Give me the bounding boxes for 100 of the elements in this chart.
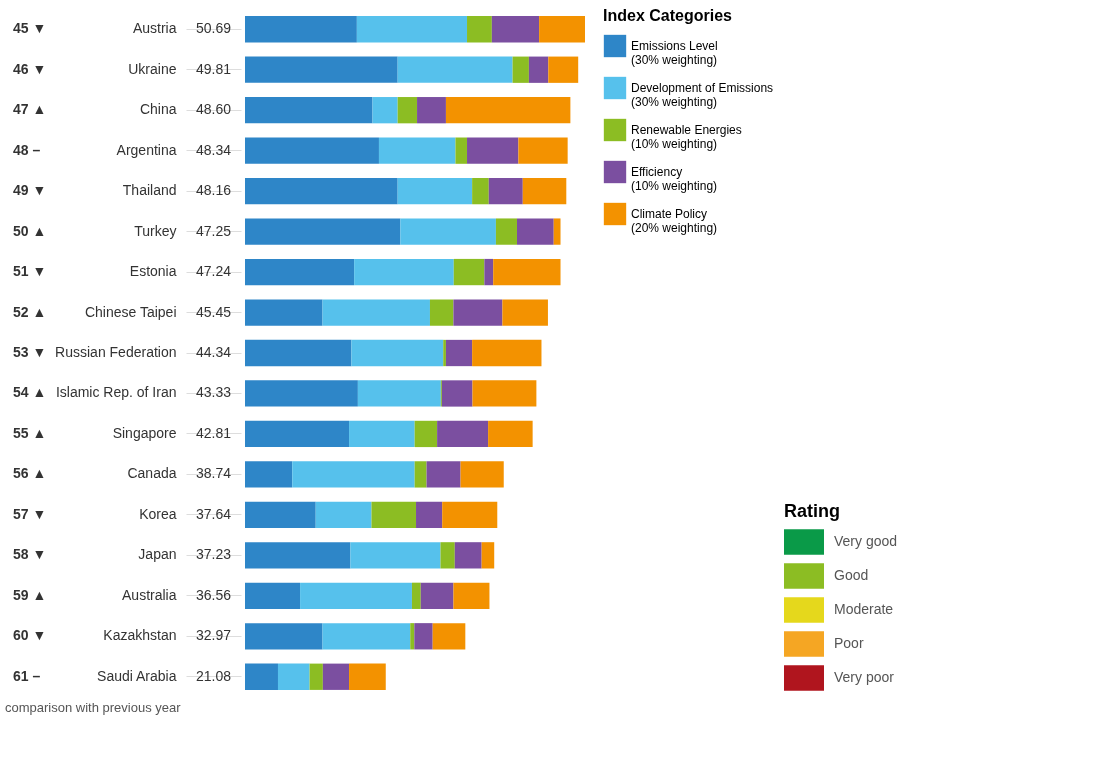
bar bbox=[315, 501, 372, 529]
text: 49 ▼ bbox=[13, 182, 47, 199]
bar bbox=[245, 258, 355, 286]
text: 50 ▲ bbox=[13, 222, 47, 239]
bar bbox=[472, 177, 489, 205]
text: 42.81 bbox=[196, 424, 232, 441]
bar bbox=[245, 582, 301, 609]
y-tick-label: Kazakhstan bbox=[103, 627, 177, 644]
text: 48.34 bbox=[196, 141, 232, 158]
bar bbox=[245, 420, 350, 448]
y-tick-label: Islamic Rep. of Iran bbox=[55, 384, 177, 401]
bar bbox=[460, 461, 504, 488]
bar bbox=[467, 137, 519, 164]
category-label: Very good bbox=[834, 533, 898, 549]
text: 38.74 bbox=[196, 465, 232, 482]
bar bbox=[300, 582, 412, 609]
bar bbox=[349, 420, 415, 448]
bar bbox=[349, 663, 386, 690]
text: 43.33 bbox=[196, 384, 232, 401]
bar bbox=[455, 137, 468, 164]
bar bbox=[553, 218, 561, 245]
text: 51 ▼ bbox=[13, 263, 47, 280]
text: 36.56 bbox=[196, 586, 232, 603]
bar bbox=[417, 97, 446, 124]
category-label: Good bbox=[834, 567, 869, 583]
y-tick-label: Canada bbox=[127, 465, 177, 482]
bar bbox=[441, 380, 473, 407]
category-label: Moderate bbox=[834, 601, 894, 617]
text: 56 ▲ bbox=[13, 465, 47, 482]
y-tick-label: Russian Federation bbox=[55, 344, 177, 360]
bar bbox=[548, 56, 579, 83]
bar bbox=[245, 137, 379, 164]
bar bbox=[484, 258, 494, 286]
text: 47 ▲ bbox=[13, 101, 47, 118]
legend-label: Renewable Energies (10% weighting) bbox=[631, 123, 742, 151]
text: 60 ▼ bbox=[13, 627, 47, 644]
y-tick-label: Austria bbox=[132, 20, 177, 37]
bar bbox=[429, 299, 454, 326]
bar bbox=[445, 339, 473, 367]
bar bbox=[410, 623, 415, 650]
text: 58 ▼ bbox=[13, 546, 47, 563]
bar bbox=[454, 542, 482, 569]
y-tick-label: Thailand bbox=[122, 182, 177, 199]
bar bbox=[443, 339, 446, 367]
y-tick-label: Singapore bbox=[112, 424, 177, 441]
text: 45.45 bbox=[196, 303, 232, 320]
bar bbox=[372, 97, 398, 124]
bar bbox=[245, 380, 358, 407]
bar bbox=[245, 97, 373, 124]
text: 44.34 bbox=[196, 344, 232, 360]
legend-title: Index Categories bbox=[603, 7, 733, 24]
legend-label: Emissions Level (30% weighting) bbox=[631, 39, 718, 67]
bar bbox=[350, 542, 441, 569]
text: 57 ▼ bbox=[13, 505, 47, 522]
bar bbox=[432, 623, 466, 650]
y-tick-label: Australia bbox=[122, 586, 177, 603]
y-tick-label: Ukraine bbox=[128, 60, 177, 77]
text: 59 ▲ bbox=[13, 586, 47, 603]
bar bbox=[397, 177, 473, 205]
text: 46 ▼ bbox=[13, 60, 47, 77]
text: 45 ▼ bbox=[13, 20, 47, 37]
text: 49.81 bbox=[196, 60, 232, 77]
bar bbox=[440, 542, 455, 569]
bar bbox=[245, 299, 323, 326]
y-tick-label: Estonia bbox=[129, 263, 177, 280]
bar bbox=[442, 501, 498, 529]
text: 53 ▼ bbox=[13, 344, 47, 360]
bar bbox=[414, 420, 438, 448]
text: 61 – bbox=[13, 667, 41, 684]
y-tick-label: Chinese Taipei bbox=[84, 303, 177, 320]
bar bbox=[414, 623, 433, 650]
bar bbox=[488, 420, 533, 448]
bar bbox=[502, 299, 548, 326]
text: 47.25 bbox=[196, 222, 232, 239]
bar bbox=[437, 420, 489, 448]
bar bbox=[400, 218, 496, 245]
bar bbox=[522, 177, 567, 205]
bar bbox=[539, 16, 585, 43]
bar bbox=[411, 582, 421, 609]
bar bbox=[245, 461, 293, 488]
bar bbox=[351, 339, 444, 367]
bar bbox=[481, 542, 495, 569]
bar bbox=[491, 16, 540, 43]
bar bbox=[517, 218, 554, 245]
bar bbox=[426, 461, 461, 488]
bar bbox=[453, 299, 503, 326]
bar bbox=[245, 501, 316, 529]
bar bbox=[354, 258, 454, 286]
text: 54 ▲ bbox=[13, 384, 47, 401]
bar bbox=[245, 623, 323, 650]
bar bbox=[322, 663, 350, 690]
bar bbox=[245, 218, 401, 245]
bar bbox=[528, 56, 549, 83]
bar bbox=[512, 56, 529, 83]
bar bbox=[245, 339, 352, 367]
bar bbox=[277, 663, 310, 690]
bar bbox=[495, 218, 517, 245]
bar bbox=[322, 623, 411, 650]
legend-label: Efficiency (10% weighting) bbox=[631, 165, 718, 193]
bar bbox=[488, 177, 523, 205]
